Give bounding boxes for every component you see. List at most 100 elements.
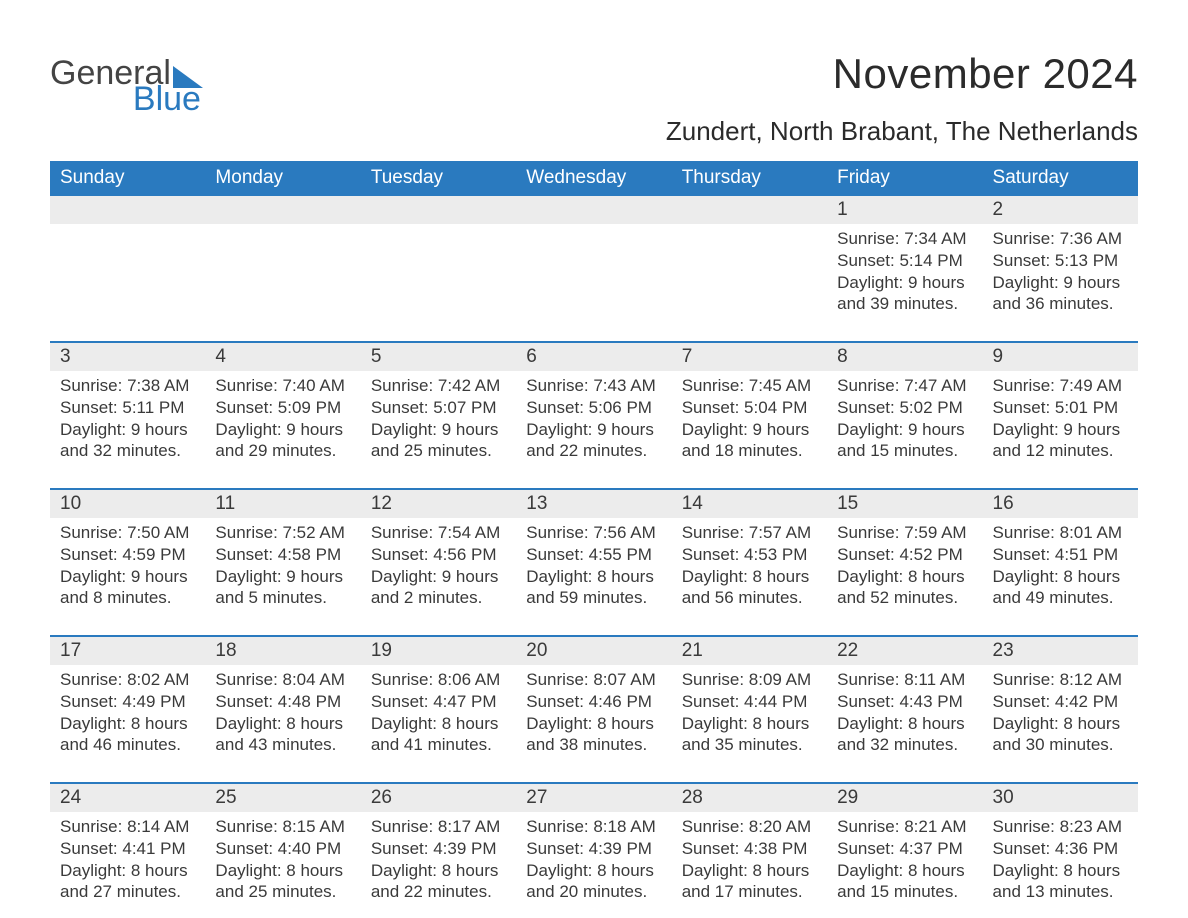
day-number: 15 bbox=[827, 490, 982, 518]
sunrise-text: Sunrise: 7:40 AM bbox=[215, 375, 350, 397]
day-details: Sunrise: 8:17 AMSunset: 4:39 PMDaylight:… bbox=[361, 812, 516, 903]
sunset-text: Sunset: 5:06 PM bbox=[526, 397, 661, 419]
daylight-line-2: and 35 minutes. bbox=[682, 734, 817, 756]
daylight-line-2: and 39 minutes. bbox=[837, 293, 972, 315]
day-number: 29 bbox=[827, 784, 982, 812]
week-spacer bbox=[50, 315, 1138, 341]
sunrise-text: Sunrise: 8:04 AM bbox=[215, 669, 350, 691]
day-number: 4 bbox=[205, 343, 360, 371]
daylight-line-1: Daylight: 8 hours bbox=[837, 713, 972, 735]
day-cell: 2Sunrise: 7:36 AMSunset: 5:13 PMDaylight… bbox=[983, 196, 1138, 315]
day-number: 13 bbox=[516, 490, 671, 518]
day-number: 21 bbox=[672, 637, 827, 665]
calendar: Sunday Monday Tuesday Wednesday Thursday… bbox=[50, 161, 1138, 903]
daylight-line-1: Daylight: 9 hours bbox=[682, 419, 817, 441]
daylight-line-2: and 36 minutes. bbox=[993, 293, 1128, 315]
sunset-text: Sunset: 4:53 PM bbox=[682, 544, 817, 566]
sunrise-text: Sunrise: 8:18 AM bbox=[526, 816, 661, 838]
sunrise-text: Sunrise: 7:52 AM bbox=[215, 522, 350, 544]
day-cell: 4Sunrise: 7:40 AMSunset: 5:09 PMDaylight… bbox=[205, 343, 360, 462]
daylight-line-1: Daylight: 9 hours bbox=[837, 419, 972, 441]
day-number: 6 bbox=[516, 343, 671, 371]
sunset-text: Sunset: 5:01 PM bbox=[993, 397, 1128, 419]
sunset-text: Sunset: 4:55 PM bbox=[526, 544, 661, 566]
day-details: Sunrise: 7:52 AMSunset: 4:58 PMDaylight:… bbox=[205, 518, 360, 609]
sunrise-text: Sunrise: 8:09 AM bbox=[682, 669, 817, 691]
day-details: Sunrise: 7:45 AMSunset: 5:04 PMDaylight:… bbox=[672, 371, 827, 462]
day-details: Sunrise: 7:34 AMSunset: 5:14 PMDaylight:… bbox=[827, 224, 982, 315]
sunset-text: Sunset: 4:39 PM bbox=[526, 838, 661, 860]
day-number: 18 bbox=[205, 637, 360, 665]
day-details: Sunrise: 8:12 AMSunset: 4:42 PMDaylight:… bbox=[983, 665, 1138, 756]
day-number: 2 bbox=[983, 196, 1138, 224]
daylight-line-2: and 15 minutes. bbox=[837, 881, 972, 903]
brand-logo: General Blue bbox=[50, 50, 203, 116]
day-number: 17 bbox=[50, 637, 205, 665]
day-cell: 17Sunrise: 8:02 AMSunset: 4:49 PMDayligh… bbox=[50, 637, 205, 756]
daylight-line-1: Daylight: 9 hours bbox=[371, 566, 506, 588]
daylight-line-2: and 20 minutes. bbox=[526, 881, 661, 903]
sunrise-text: Sunrise: 7:42 AM bbox=[371, 375, 506, 397]
sunset-text: Sunset: 4:52 PM bbox=[837, 544, 972, 566]
day-cell: 11Sunrise: 7:52 AMSunset: 4:58 PMDayligh… bbox=[205, 490, 360, 609]
sunrise-text: Sunrise: 8:02 AM bbox=[60, 669, 195, 691]
sunset-text: Sunset: 5:14 PM bbox=[837, 250, 972, 272]
week-row: 10Sunrise: 7:50 AMSunset: 4:59 PMDayligh… bbox=[50, 488, 1138, 609]
daylight-line-1: Daylight: 9 hours bbox=[215, 419, 350, 441]
day-details: Sunrise: 7:40 AMSunset: 5:09 PMDaylight:… bbox=[205, 371, 360, 462]
day-cell: 8Sunrise: 7:47 AMSunset: 5:02 PMDaylight… bbox=[827, 343, 982, 462]
sunrise-text: Sunrise: 7:59 AM bbox=[837, 522, 972, 544]
day-number: 8 bbox=[827, 343, 982, 371]
day-number: 28 bbox=[672, 784, 827, 812]
daylight-line-2: and 38 minutes. bbox=[526, 734, 661, 756]
daylight-line-2: and 13 minutes. bbox=[993, 881, 1128, 903]
daylight-line-2: and 52 minutes. bbox=[837, 587, 972, 609]
daylight-line-1: Daylight: 9 hours bbox=[215, 566, 350, 588]
day-cell bbox=[516, 196, 671, 315]
week-spacer bbox=[50, 756, 1138, 782]
daylight-line-2: and 12 minutes. bbox=[993, 440, 1128, 462]
sunrise-text: Sunrise: 7:34 AM bbox=[837, 228, 972, 250]
sunrise-text: Sunrise: 8:21 AM bbox=[837, 816, 972, 838]
sunrise-text: Sunrise: 8:01 AM bbox=[993, 522, 1128, 544]
dow-monday: Monday bbox=[205, 161, 360, 196]
day-cell: 20Sunrise: 8:07 AMSunset: 4:46 PMDayligh… bbox=[516, 637, 671, 756]
dow-sunday: Sunday bbox=[50, 161, 205, 196]
day-cell: 7Sunrise: 7:45 AMSunset: 5:04 PMDaylight… bbox=[672, 343, 827, 462]
sunrise-text: Sunrise: 7:43 AM bbox=[526, 375, 661, 397]
sunrise-text: Sunrise: 7:56 AM bbox=[526, 522, 661, 544]
sunset-text: Sunset: 4:38 PM bbox=[682, 838, 817, 860]
daylight-line-1: Daylight: 9 hours bbox=[60, 419, 195, 441]
day-details: Sunrise: 8:04 AMSunset: 4:48 PMDaylight:… bbox=[205, 665, 360, 756]
day-details: Sunrise: 7:47 AMSunset: 5:02 PMDaylight:… bbox=[827, 371, 982, 462]
daylight-line-1: Daylight: 8 hours bbox=[60, 860, 195, 882]
day-number bbox=[672, 196, 827, 224]
sunrise-text: Sunrise: 8:23 AM bbox=[993, 816, 1128, 838]
daylight-line-1: Daylight: 9 hours bbox=[837, 272, 972, 294]
sunset-text: Sunset: 4:44 PM bbox=[682, 691, 817, 713]
daylight-line-2: and 15 minutes. bbox=[837, 440, 972, 462]
sunset-text: Sunset: 4:42 PM bbox=[993, 691, 1128, 713]
week-spacer bbox=[50, 609, 1138, 635]
day-cell bbox=[672, 196, 827, 315]
day-details: Sunrise: 8:21 AMSunset: 4:37 PMDaylight:… bbox=[827, 812, 982, 903]
day-number: 10 bbox=[50, 490, 205, 518]
sunrise-text: Sunrise: 7:57 AM bbox=[682, 522, 817, 544]
sunrise-text: Sunrise: 7:45 AM bbox=[682, 375, 817, 397]
daylight-line-2: and 18 minutes. bbox=[682, 440, 817, 462]
sunrise-text: Sunrise: 8:15 AM bbox=[215, 816, 350, 838]
daylight-line-1: Daylight: 8 hours bbox=[60, 713, 195, 735]
day-number: 12 bbox=[361, 490, 516, 518]
day-number: 26 bbox=[361, 784, 516, 812]
day-details: Sunrise: 7:49 AMSunset: 5:01 PMDaylight:… bbox=[983, 371, 1138, 462]
daylight-line-1: Daylight: 8 hours bbox=[993, 713, 1128, 735]
day-details: Sunrise: 7:59 AMSunset: 4:52 PMDaylight:… bbox=[827, 518, 982, 609]
dow-tuesday: Tuesday bbox=[361, 161, 516, 196]
sunrise-text: Sunrise: 7:36 AM bbox=[993, 228, 1128, 250]
sunrise-text: Sunrise: 7:47 AM bbox=[837, 375, 972, 397]
sunrise-text: Sunrise: 8:20 AM bbox=[682, 816, 817, 838]
daylight-line-2: and 2 minutes. bbox=[371, 587, 506, 609]
day-number: 25 bbox=[205, 784, 360, 812]
dow-saturday: Saturday bbox=[983, 161, 1138, 196]
sunset-text: Sunset: 5:13 PM bbox=[993, 250, 1128, 272]
